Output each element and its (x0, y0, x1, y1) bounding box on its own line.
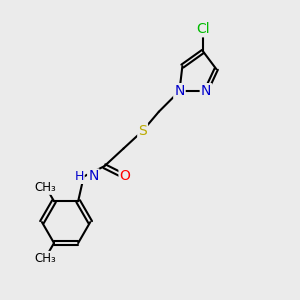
Text: N: N (88, 169, 98, 184)
Text: CH₃: CH₃ (34, 181, 56, 194)
Text: O: O (119, 169, 130, 184)
Text: Cl: Cl (196, 22, 210, 36)
Text: N: N (174, 84, 184, 98)
Text: H: H (74, 170, 84, 183)
Text: S: S (138, 124, 147, 138)
Text: CH₃: CH₃ (34, 252, 56, 265)
Text: N: N (201, 84, 211, 98)
